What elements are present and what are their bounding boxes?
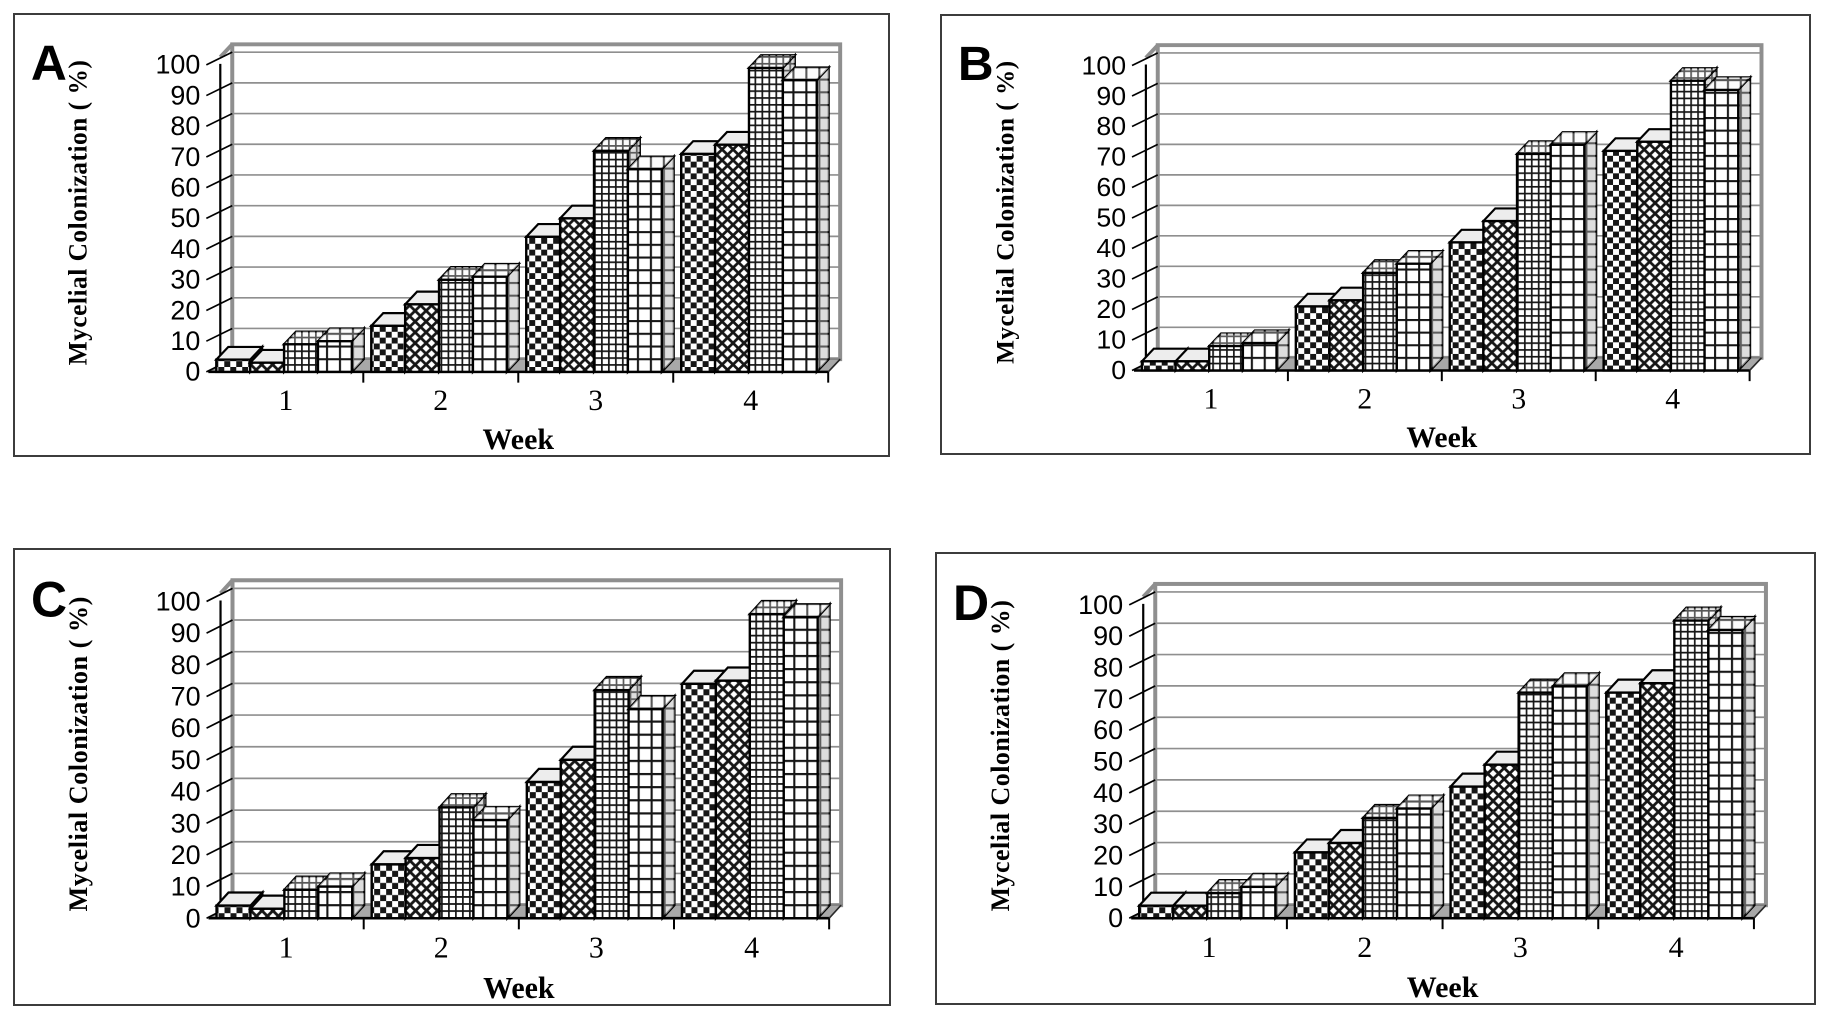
- y-tick-label: 100: [155, 50, 200, 80]
- x-tick-label: 2: [1357, 931, 1372, 964]
- x-tick-label: 3: [1511, 384, 1526, 416]
- y-tick-label: 50: [170, 203, 200, 233]
- y-tick-label: 10: [1093, 872, 1123, 902]
- y-tick-label: 90: [1093, 621, 1123, 651]
- bar-week4-series4: [1705, 614, 1757, 921]
- y-tick-label: 30: [1096, 264, 1126, 294]
- y-tick-label: 100: [156, 585, 201, 616]
- x-axis-title: Week: [1406, 422, 1478, 453]
- x-tick-label: 1: [279, 930, 294, 964]
- y-tick-label: 20: [170, 296, 200, 326]
- x-tick-label: 3: [1513, 931, 1528, 964]
- y-tick-label: 60: [1096, 172, 1126, 202]
- y-tick-label: 70: [171, 680, 201, 711]
- y-axis-title: Mycelial Colonization ( %): [64, 60, 93, 366]
- x-tick-label: 2: [434, 930, 449, 964]
- panel-letter: B: [958, 38, 994, 91]
- bar-week3-series4: [1550, 670, 1602, 921]
- y-tick-label: 0: [1108, 903, 1123, 933]
- y-tick-label: 0: [1111, 355, 1126, 385]
- bar-week1-series4: [1240, 327, 1291, 374]
- y-tick-label: 60: [171, 712, 201, 743]
- y-tick-label: 100: [1078, 590, 1123, 620]
- x-axis-title: Week: [1407, 971, 1479, 1003]
- y-axis-title: Mycelial Colonization ( %): [990, 60, 1019, 364]
- y-tick-label: 60: [170, 173, 200, 203]
- y-tick-label: 50: [1093, 747, 1123, 777]
- y-tick-label: 40: [171, 775, 201, 806]
- x-tick-label: 1: [1204, 384, 1219, 416]
- x-tick-label: 3: [589, 930, 604, 964]
- panel-letter: D: [953, 575, 989, 631]
- y-tick-label: 50: [1096, 203, 1126, 233]
- y-tick-label: 20: [1096, 294, 1126, 324]
- bar-week1-series4: [315, 870, 367, 922]
- y-tick-label: 40: [170, 234, 200, 264]
- y-axis-title: Mycelial Colonization ( %): [986, 600, 1015, 912]
- bar-week1-series1: [213, 344, 265, 375]
- x-tick-label: 4: [744, 930, 759, 964]
- y-tick-label: 70: [1096, 142, 1126, 172]
- bar-week4-series4: [780, 64, 832, 375]
- y-tick-label: 0: [185, 357, 200, 387]
- y-tick-label: 20: [171, 839, 201, 870]
- y-tick-label: 10: [170, 326, 200, 356]
- x-axis-title: Week: [483, 424, 555, 455]
- x-tick-label: 2: [433, 385, 448, 417]
- bar-week3-series4: [625, 153, 677, 375]
- bar-week2-series4: [1394, 792, 1446, 921]
- x-tick-label: 4: [743, 385, 758, 417]
- panel-A: 0 10 20 30 40 50 60 70 80 90 100 1 2 3 4 Week Mycelial C…: [13, 13, 890, 457]
- panel-C: 0 10 20 30 40 50 60 70 80 90 100 1 2 3 4 Week Mycelial C…: [13, 548, 891, 1006]
- bar-week1-series4: [315, 325, 367, 375]
- bar-week1-series4: [1238, 871, 1290, 921]
- x-tick-label: 4: [1669, 931, 1684, 964]
- y-tick-label: 30: [170, 265, 200, 295]
- y-tick-label: 90: [170, 81, 200, 111]
- x-axis-title: Week: [483, 971, 555, 1004]
- bar-week4-series4: [1702, 74, 1753, 374]
- y-tick-label: 0: [186, 902, 201, 933]
- panel-letter: A: [31, 36, 67, 90]
- panel-B: 0 10 20 30 40 50 60 70 80 90 100 1 2 3 4 Week Mycelial C…: [940, 14, 1811, 455]
- bar-week4-series4: [781, 601, 833, 922]
- y-tick-label: 20: [1093, 841, 1123, 871]
- y-axis-title: Mycelial Colonization ( %): [64, 596, 93, 911]
- bar-week2-series4: [470, 804, 522, 922]
- y-tick-label: 40: [1096, 233, 1126, 263]
- y-tick-label: 90: [1096, 81, 1126, 111]
- y-tick-label: 90: [171, 617, 201, 648]
- x-tick-label: 1: [1202, 931, 1217, 964]
- panel-letter: C: [31, 571, 67, 627]
- y-tick-label: 10: [171, 871, 201, 902]
- bar-week3-series4: [626, 693, 677, 922]
- y-tick-label: 80: [170, 111, 200, 141]
- y-tick-label: 80: [1096, 111, 1126, 141]
- x-tick-label: 2: [1357, 384, 1372, 416]
- bar-week2-series4: [470, 261, 522, 375]
- y-tick-label: 100: [1081, 50, 1126, 80]
- y-tick-label: 50: [171, 744, 201, 775]
- bar-week2-series4: [1394, 248, 1445, 374]
- y-tick-label: 80: [171, 649, 201, 680]
- x-tick-label: 1: [278, 385, 293, 417]
- y-tick-label: 70: [1093, 684, 1123, 714]
- x-tick-label: 4: [1665, 384, 1680, 416]
- y-tick-label: 40: [1093, 778, 1123, 808]
- panel-D: 0 10 20 30 40 50 60 70 80 90 100 1 2 3 4 Week Mycelial C…: [935, 552, 1816, 1005]
- y-tick-label: 10: [1096, 325, 1126, 355]
- x-tick-label: 3: [588, 385, 603, 417]
- y-tick-label: 70: [170, 142, 200, 172]
- bar-week3-series4: [1548, 129, 1599, 374]
- y-tick-label: 60: [1093, 715, 1123, 745]
- y-tick-label: 30: [1093, 809, 1123, 839]
- y-tick-label: 30: [171, 807, 201, 838]
- y-tick-label: 80: [1093, 653, 1123, 683]
